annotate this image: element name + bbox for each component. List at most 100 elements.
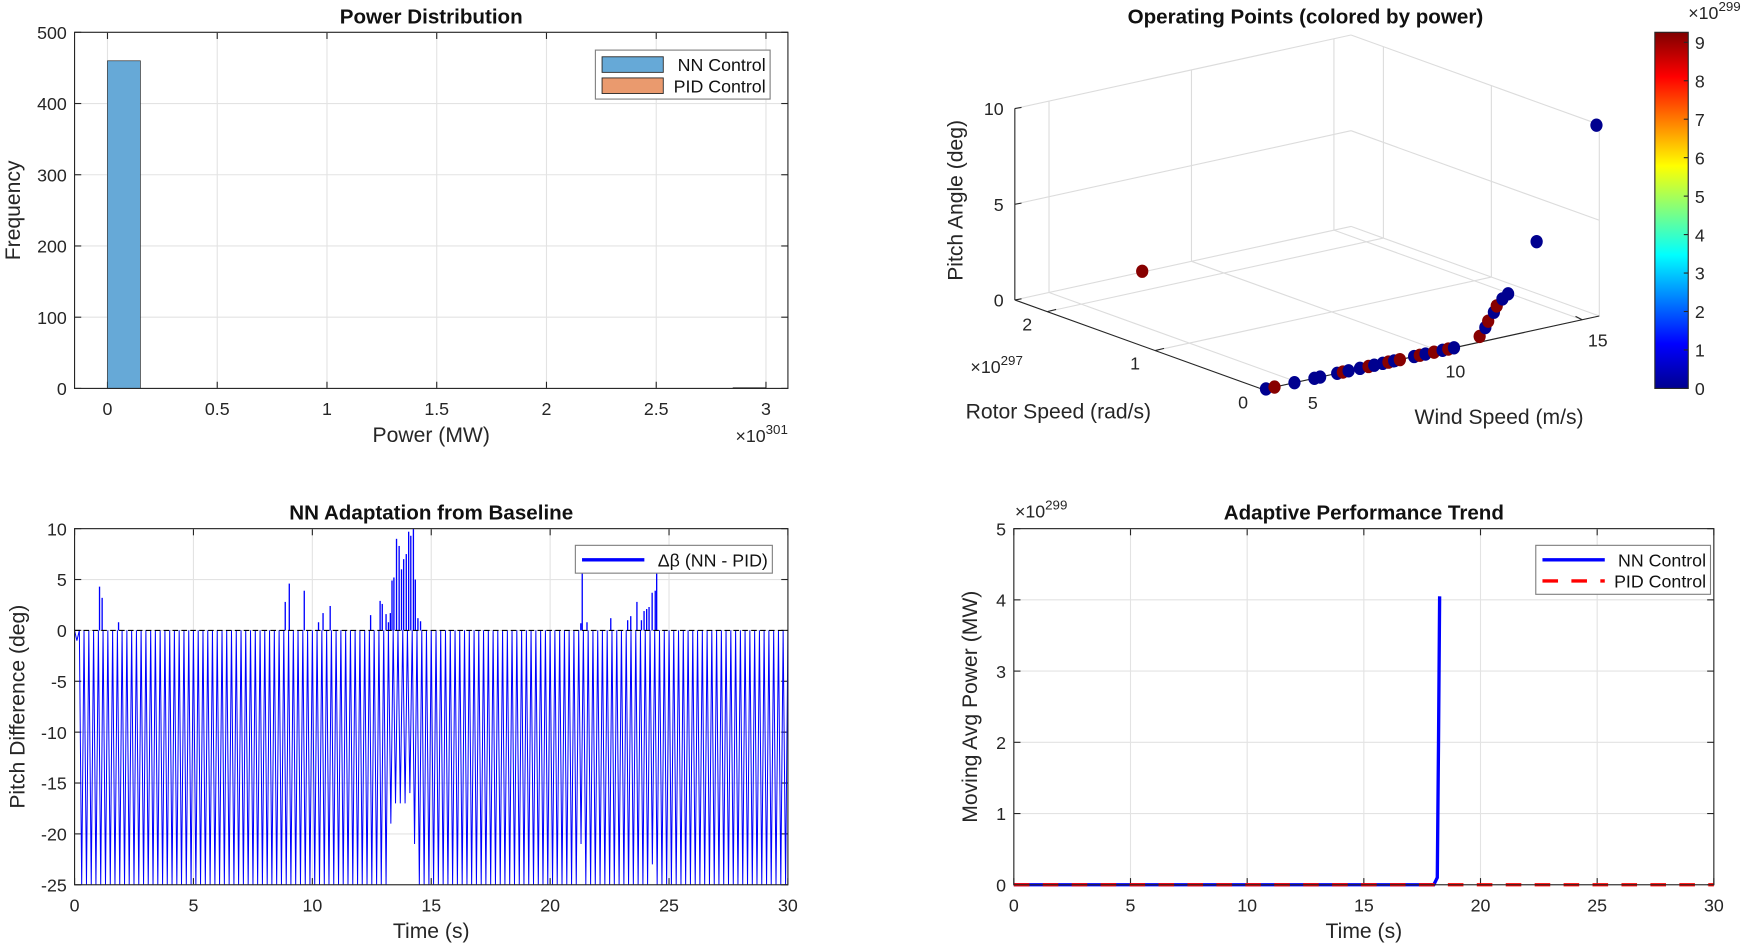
colorbar-tick-label: 9 [1695, 33, 1705, 53]
y-tick-label: 4 [996, 591, 1006, 611]
y-tick-label: 0 [996, 875, 1006, 895]
chart-title: Operating Points (colored by power) [1128, 5, 1484, 28]
y-tick-label: 500 [37, 23, 67, 43]
colorbar-tick-label: 0 [1695, 379, 1705, 399]
grid-line [1155, 276, 1492, 352]
y-axis-label: Rotor Speed (rad/s) [966, 400, 1152, 423]
z-tick [1014, 298, 1022, 301]
y-tick-label: 5 [996, 519, 1006, 539]
scatter-point [1530, 234, 1543, 249]
grid-line [1350, 225, 1600, 317]
z-axis-label: Pitch Angle (deg) [945, 120, 968, 281]
grid-line [1350, 34, 1600, 126]
colorbar-tick-label: 4 [1695, 225, 1705, 245]
legend-swatch [601, 77, 664, 94]
y-tick-label: -5 [51, 672, 67, 692]
x-tick-label: 0 [103, 399, 113, 419]
x-tick-label: 15 [1588, 330, 1608, 350]
x-tick-label: 20 [1471, 895, 1491, 915]
x-axis-label: Time (s) [1326, 920, 1403, 943]
scatter-point [1590, 118, 1603, 132]
y-tick [1047, 308, 1057, 313]
z-tick-label: 0 [994, 291, 1004, 311]
y-axis-label: Frequency [2, 160, 25, 260]
x-axis-label: Wind Speed (m/s) [1415, 406, 1584, 429]
legend-swatch [601, 56, 664, 73]
x-tick-label: 15 [1354, 895, 1374, 915]
y-tick-label: 200 [37, 237, 67, 257]
x-tick-label: 3 [761, 399, 771, 419]
y-exponent-label: ×10297 [970, 353, 1022, 377]
x-tick-label: 1.5 [424, 399, 449, 419]
x-tick-label: 0.5 [205, 399, 230, 419]
y-tick [1155, 347, 1165, 352]
y-tick-label: 100 [37, 308, 67, 328]
legend-entry: NN Control [1618, 550, 1706, 570]
x-axis-label: Time (s) [393, 920, 470, 943]
x-tick-label: 30 [778, 895, 798, 915]
scatter-point [1342, 364, 1355, 378]
x-tick-label: 10 [302, 895, 322, 915]
scatter-point [1393, 352, 1406, 367]
x-tick-label: 25 [659, 895, 679, 915]
x-tick-label: 2.5 [644, 399, 669, 419]
scatter-point [1502, 287, 1515, 301]
legend-entry: PID Control [674, 76, 766, 96]
x-tick-label: 2 [542, 399, 552, 419]
colorbar-tick-label: 6 [1695, 148, 1705, 168]
x-tick-label: 25 [1587, 895, 1607, 915]
y-tick-label: 10 [47, 519, 67, 539]
x-tick-label: 30 [1704, 895, 1724, 915]
scatter-point [1268, 380, 1281, 394]
y-axis-label: Moving Avg Power (MW) [959, 591, 982, 823]
x-tick-label: 15 [421, 895, 441, 915]
colorbar-tick-label: 3 [1695, 264, 1705, 284]
colorbar-tick-label: 1 [1695, 341, 1705, 361]
z-tick [1014, 202, 1022, 205]
nn-adaptation-plot: 0 5 10 15 20 25 30 -25 -20 -15 -10 -5 0 5 10 NN Adaptat… [6, 502, 797, 943]
legend-box [1535, 544, 1712, 595]
x-tick-label: 10 [1445, 362, 1465, 382]
axes-box [74, 31, 789, 389]
x-axis-label: Power (MW) [373, 424, 490, 447]
y-axis-line [1014, 299, 1264, 391]
adaptive-performance-plot: 0 5 10 15 20 25 30 0 1 2 3 4 5 Adaptive Performance T… [959, 498, 1724, 943]
y-tick-label: 0 [57, 621, 67, 641]
x-tick-label: 20 [540, 895, 560, 915]
y-tick-label: 3 [996, 662, 1006, 682]
legend-entry: PID Control [1614, 572, 1706, 592]
axes-box [74, 528, 789, 886]
x-exponent-label: ×10301 [735, 422, 787, 446]
z-tick [1014, 106, 1022, 110]
x-tick-label: 0 [70, 895, 80, 915]
grid-line [1014, 225, 1352, 301]
y-tick-label: 5 [57, 570, 67, 590]
x-tick-label: 5 [1126, 895, 1136, 915]
colorbar-tick-label: 5 [1695, 187, 1705, 207]
grid-line [1350, 130, 1600, 221]
y-tick-label: -10 [41, 723, 67, 743]
legend-entry: NN Control [678, 55, 766, 75]
y-tick-label: -15 [41, 774, 67, 794]
power-distribution-histogram: 0 0.5 1 1.5 2 2.5 3 0 100 200 300 400 500 Power Distr… [2, 5, 789, 447]
y-tick-label: 0 [57, 379, 67, 399]
y-tick-label: 300 [37, 165, 67, 185]
colorbar-tick-label: 7 [1695, 110, 1705, 130]
grid-line [1333, 229, 1583, 321]
grid-line [1014, 34, 1352, 110]
y-tick-label: 0 [1238, 392, 1248, 412]
grid-line [1047, 237, 1384, 313]
x-tick-label: 5 [189, 895, 199, 915]
scatter-point [1313, 370, 1327, 384]
y-tick-label: 400 [37, 94, 67, 114]
histogram-bar [107, 60, 141, 389]
chart-title: NN Adaptation from Baseline [289, 502, 573, 525]
grid-line [1048, 291, 1298, 383]
z-tick-label: 5 [994, 195, 1004, 215]
z-tick-label: 10 [984, 99, 1004, 119]
x-tick-label: 5 [1308, 393, 1318, 413]
x-tick [1575, 315, 1583, 321]
x-tick-label: 1 [322, 399, 332, 419]
